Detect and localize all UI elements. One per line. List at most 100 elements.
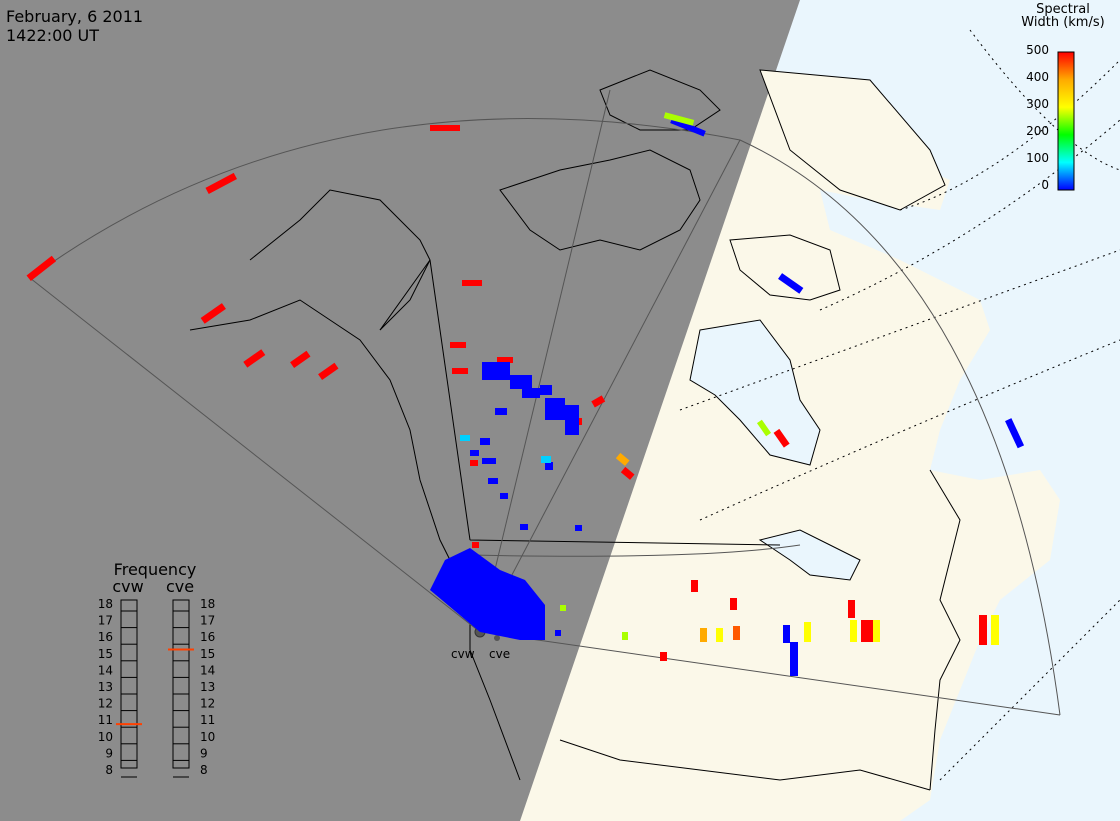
nw-coast <box>189 299 521 781</box>
night-shade <box>0 0 800 821</box>
frequency-bar-cvw <box>120 599 138 769</box>
echo-cell <box>200 303 226 324</box>
colorbar-gradient <box>1057 51 1075 191</box>
frequency-title: Frequency <box>114 560 197 579</box>
echo-cell <box>462 280 482 286</box>
colorbar-tick: 300 <box>1026 97 1049 111</box>
colorbar: Spectral Width (km/s) 500 400 300 200 10… <box>1021 2 1104 192</box>
alaska <box>249 189 431 331</box>
echo-cell <box>243 349 266 368</box>
frequency-tick-label-cve: 13 <box>200 680 215 694</box>
colorbar-tick: 100 <box>1026 151 1049 165</box>
frequency-tick-label-cvw: 14 <box>98 663 113 677</box>
geo-grid <box>679 29 1120 781</box>
arctic-islands <box>499 149 701 251</box>
frequency-tick-label-cve: 11 <box>200 713 215 727</box>
echo-cell <box>733 626 740 640</box>
echo-cell <box>756 419 772 437</box>
echo-cell <box>500 493 508 499</box>
greenland <box>759 69 946 211</box>
echo-cell <box>460 435 470 441</box>
echo-cell <box>622 632 628 640</box>
echo-cell <box>450 342 466 348</box>
echo-cell <box>495 408 507 415</box>
echo-cell <box>670 117 706 137</box>
echo-cell <box>1005 418 1025 449</box>
echo-cell <box>850 620 857 642</box>
echo-cell <box>991 615 999 645</box>
echo-cell <box>691 580 698 592</box>
echo-cell <box>472 542 479 548</box>
great-lakes <box>758 529 861 581</box>
frequency-tick-label-cve: 17 <box>200 614 215 628</box>
frequency-tick-label-cve: 18 <box>200 597 215 611</box>
echo-cell <box>545 398 565 420</box>
frequency-tick-label-cvw: 9 <box>105 746 113 760</box>
fov-outline <box>29 89 1061 716</box>
frequency-panel: Frequency cvw cve 18 18 17 17 16 16 15 15 14 14 13… <box>98 560 215 778</box>
echo-cell <box>615 452 630 466</box>
echo-cell <box>480 438 490 445</box>
frequency-tick-label-cve: 10 <box>200 730 215 744</box>
echo-cell <box>430 125 460 131</box>
echo-cell <box>861 620 873 642</box>
echo-cell <box>522 388 540 398</box>
echo-cell <box>773 428 790 448</box>
radar-site-cve <box>494 635 500 641</box>
frequency-tick-label-cve: 9 <box>200 746 208 760</box>
frequency-tick-label-cvw: 8 <box>105 763 113 777</box>
frequency-tick-label-cvw: 12 <box>98 697 113 711</box>
frequency-ticks: 18 18 17 17 16 16 15 15 14 14 13 13 12 12 11 11 10 10 9 9 8 8 <box>98 597 215 778</box>
echo-cell <box>452 368 468 374</box>
echo-cell <box>205 172 238 195</box>
colorbar-tick: 0 <box>1041 178 1049 192</box>
echo-cell <box>700 628 707 642</box>
echo-cell <box>790 642 798 676</box>
echo-cell <box>620 466 635 480</box>
echo-cell <box>979 615 987 645</box>
echo-cell <box>541 456 551 463</box>
frequency-tick-label-cvw: 18 <box>98 597 113 611</box>
frequency-tick-label-cve: 14 <box>200 663 215 677</box>
echo-cell <box>540 385 552 395</box>
echo-cell <box>591 395 606 408</box>
frequency-tick-label-cvw: 13 <box>98 680 113 694</box>
echo-cell <box>663 112 695 126</box>
colorbar-tick: 400 <box>1026 70 1049 84</box>
frequency-radar-cvw: cvw <box>112 577 143 596</box>
echo-cell <box>873 620 880 642</box>
hudson-bay <box>689 319 821 466</box>
echo-fan <box>430 548 545 640</box>
echo-cell <box>575 525 582 531</box>
us-south <box>559 739 931 791</box>
echo-cell <box>730 598 737 610</box>
baffin-island <box>729 234 841 301</box>
echo-cell <box>778 273 804 294</box>
radar-label-cvw: cvw <box>451 647 475 661</box>
frequency-tick-label-cvw: 15 <box>98 647 113 661</box>
colorbar-title-2: Width (km/s) <box>1021 15 1104 30</box>
echo-cell <box>565 405 579 435</box>
frequency-tick-label-cvw: 17 <box>98 614 113 628</box>
echo-cell <box>804 622 811 642</box>
echo-cell <box>510 375 532 389</box>
frequency-tick-label-cve: 16 <box>200 630 215 644</box>
colorbar-tick: 500 <box>1026 43 1049 57</box>
frequency-tick-label-cve: 15 <box>200 647 215 661</box>
echo-group-other <box>460 112 999 645</box>
echo-cell <box>470 460 478 466</box>
date-label: February, 6 2011 <box>6 7 143 26</box>
colorbar-tick: 200 <box>1026 124 1049 138</box>
frequency-tick-label-cvw: 10 <box>98 730 113 744</box>
echo-cell <box>560 605 566 611</box>
echo-cell <box>290 350 311 369</box>
frequency-bar-cve <box>172 599 190 769</box>
frequency-tick-label-cvw: 11 <box>98 713 113 727</box>
colorbar-title-1: Spectral <box>1036 2 1090 17</box>
borders <box>379 259 781 546</box>
echo-cell <box>482 458 496 464</box>
time-label: 1422:00 UT <box>6 26 99 45</box>
echo-cell <box>545 462 553 470</box>
echo-cell <box>555 630 561 636</box>
